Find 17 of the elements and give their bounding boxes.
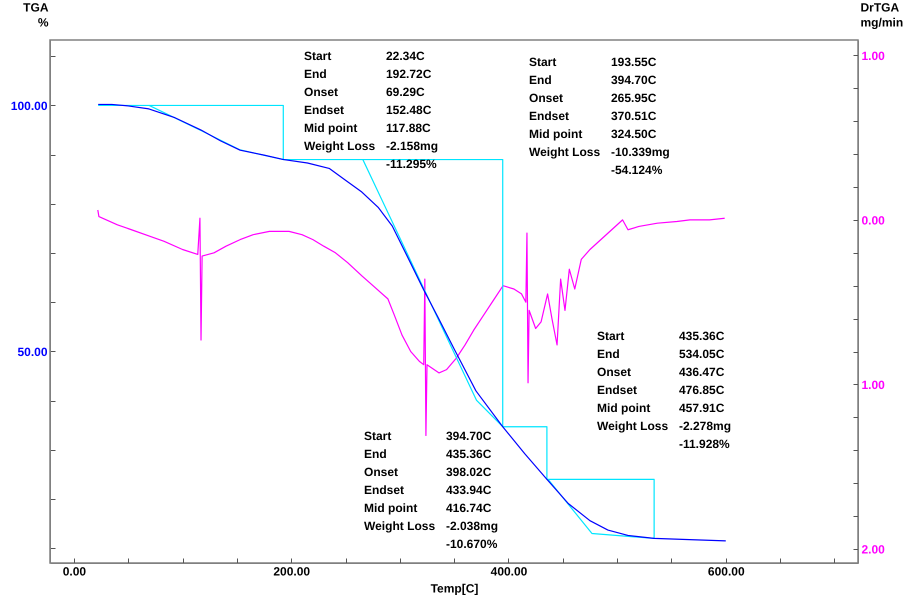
text: Start 394.70C End 435.36C Onset 398.02C Endset 433.94C Mid point 416.74C Weight Loss -2.038mg -10.670% [364, 429, 498, 551]
x-tick-label: 0.00 [62, 564, 86, 578]
y2-tick-label: 2.00 [862, 542, 886, 557]
x-tick-label: 600.00 [708, 564, 745, 578]
text: Start 22.34C End 192.72C Onset 69.29C Endset 152.48C Mid point 117.88C Weight Loss -2.158mg -11.295% [304, 49, 438, 171]
y-axis-title: TGA % [23, 0, 49, 30]
x-tick-label: 400.00 [490, 564, 528, 578]
text: Start 193.55C End 394.70C Onset 265.95C Endset 370.51C Mid point 324.50C Weight Loss -10.339mg -54.124% [529, 55, 670, 177]
x-axis-title: Temp[C] [430, 582, 478, 596]
x-tick-label: 200.00 [273, 564, 310, 578]
y2-tick-label: 1.00 [862, 378, 886, 392]
y2-tick-label: 0.00 [862, 213, 886, 228]
y2-axis-title: DrTGA mg/min [860, 0, 904, 30]
text: Start 435.36C End 534.05C Onset 436.47C Endset 476.85C Mid point 457.91C Weight Loss -2.278mg -11.928% [597, 329, 732, 451]
y-tick-label: 100.00 [10, 98, 48, 113]
y2-tick-label: 1.00 [862, 48, 886, 63]
y-tick-label: 50.00 [17, 344, 48, 359]
